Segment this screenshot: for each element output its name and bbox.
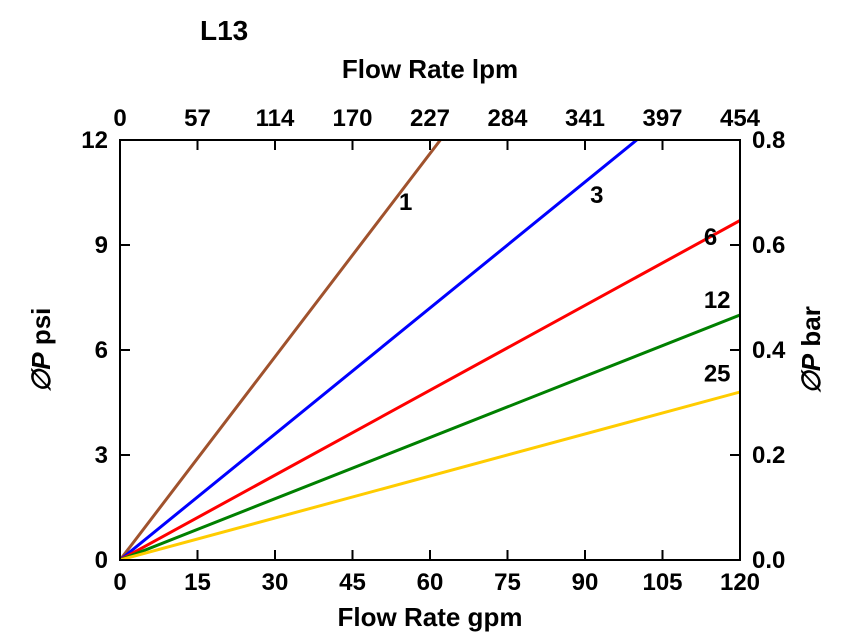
series-label: 3 — [590, 182, 603, 209]
x-top-tick-label: 114 — [256, 105, 295, 132]
y-left-tick-label: 0 — [95, 547, 108, 574]
y-left-tick-label: 12 — [81, 127, 108, 154]
x-top-tick-label: 0 — [113, 105, 126, 132]
chart-title: L13 — [200, 15, 248, 46]
series-label: 12 — [704, 287, 731, 314]
series-label: 6 — [704, 224, 717, 251]
y-right-tick-label: 0.0 — [752, 547, 785, 574]
x-bottom-tick-label: 45 — [339, 569, 366, 596]
x-bottom-tick-label: 30 — [262, 569, 289, 596]
y-right-tick-label: 0.4 — [752, 337, 786, 364]
y-left-tick-label: 6 — [95, 337, 108, 364]
x-top-tick-label: 170 — [332, 105, 372, 132]
x-bottom-tick-label: 90 — [572, 569, 599, 596]
series-label: 1 — [399, 189, 412, 216]
x-top-tick-label: 341 — [565, 105, 605, 132]
x-bottom-tick-label: 75 — [494, 569, 521, 596]
x-top-tick-label: 227 — [410, 105, 450, 132]
x-bottom-axis-label: Flow Rate gpm — [338, 602, 523, 632]
y-right-tick-label: 0.8 — [752, 127, 785, 154]
x-bottom-tick-label: 0 — [113, 569, 126, 596]
x-top-axis-label: Flow Rate lpm — [342, 54, 518, 84]
x-top-tick-label: 57 — [184, 105, 211, 132]
y-left-tick-label: 3 — [95, 442, 108, 469]
y-right-axis-label: ∅P bar — [796, 306, 826, 394]
x-bottom-tick-label: 15 — [184, 569, 211, 596]
chart-svg: L13Flow Rate lpm057114170227284341397454… — [0, 0, 854, 642]
x-bottom-tick-label: 105 — [642, 569, 682, 596]
x-top-tick-label: 397 — [642, 105, 682, 132]
series-label: 25 — [704, 361, 731, 388]
y-left-tick-label: 9 — [95, 232, 108, 259]
chart-container: L13Flow Rate lpm057114170227284341397454… — [0, 0, 854, 642]
y-left-axis-label: ∅P psi — [26, 308, 56, 393]
y-right-tick-label: 0.2 — [752, 442, 785, 469]
x-top-tick-label: 284 — [487, 105, 528, 132]
y-right-tick-label: 0.6 — [752, 232, 785, 259]
x-bottom-tick-label: 60 — [417, 569, 444, 596]
